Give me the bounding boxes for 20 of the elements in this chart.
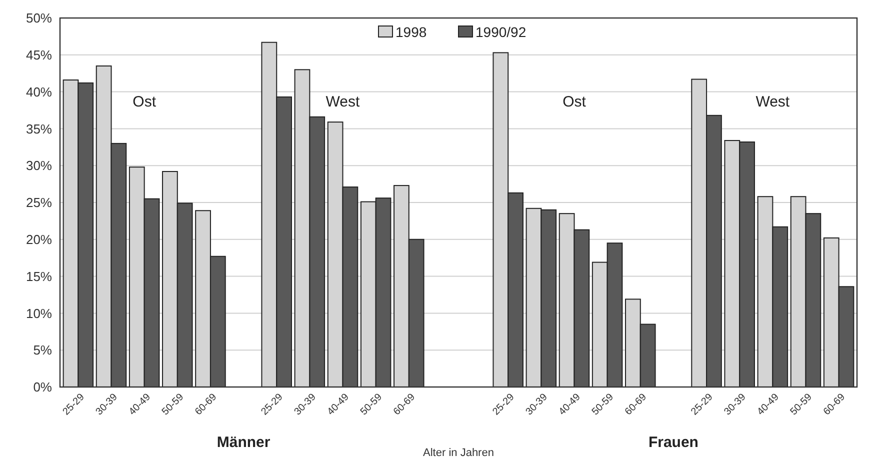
legend-label: 1990/92 (476, 24, 526, 40)
text: Männer (216, 434, 270, 451)
y-tick-label: 25% (26, 195, 52, 210)
y-tick-label: 10% (26, 306, 52, 321)
legend-label: 1998 (396, 24, 427, 40)
y-tick-label: 35% (26, 121, 52, 136)
annotation: Ost (132, 94, 157, 111)
text: Frauen (648, 434, 698, 451)
y-tick-label: 30% (26, 158, 52, 174)
y-tick-label: 5% (33, 342, 52, 358)
x-axis-title: Alter in Jahren (423, 447, 494, 459)
annotation: West (756, 94, 790, 111)
y-tick-label: 15% (26, 268, 52, 284)
y-tick-label: 45% (26, 47, 52, 62)
y-tick-label: 0% (33, 380, 52, 395)
y-tick-label: 20% (26, 232, 52, 247)
annotation: Ost (562, 94, 587, 111)
y-tick-label: 50% (26, 10, 52, 26)
annotation: West (326, 94, 361, 111)
y-tick-label: 40% (26, 84, 52, 100)
